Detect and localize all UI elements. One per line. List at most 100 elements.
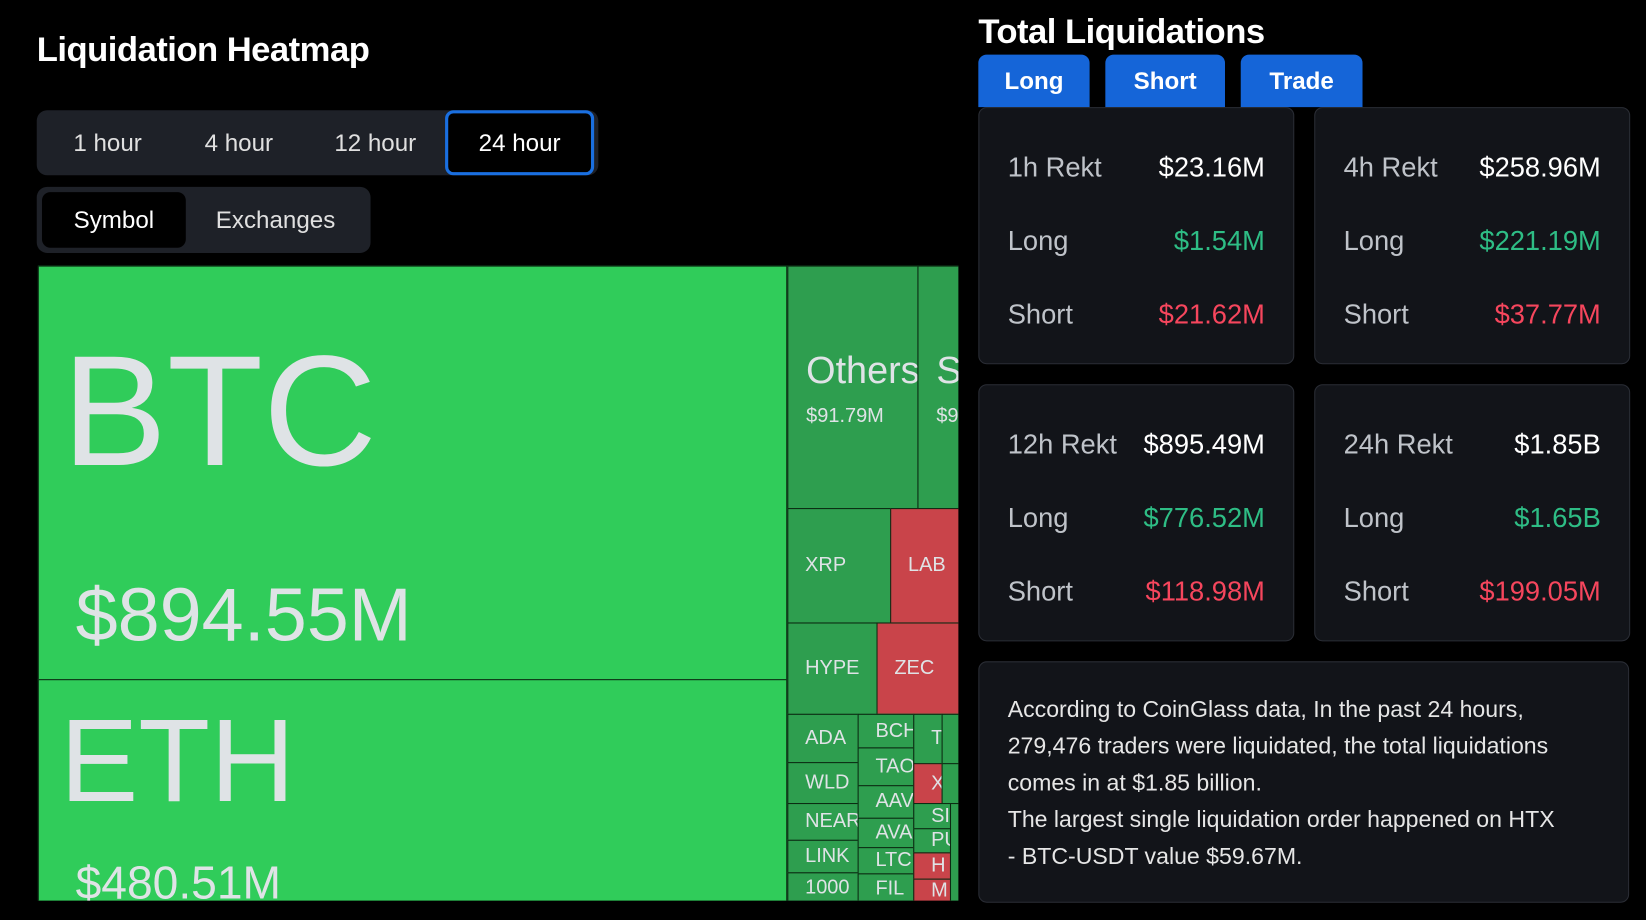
row-label: Short bbox=[1007, 297, 1073, 330]
row-label: Short bbox=[1007, 574, 1073, 607]
text-line: 279,476 traders were liquidated, the tot… bbox=[1007, 732, 1549, 759]
row-value: $21.62M bbox=[1158, 297, 1265, 330]
row: 4h Rekt $258.96M bbox=[1344, 146, 1601, 188]
tile[interactable]: T bbox=[913, 713, 943, 765]
tile-label: TAO bbox=[875, 755, 915, 778]
summary-text: According to CoinGlass data, In the past… bbox=[1008, 691, 1628, 875]
tile-label: X bbox=[931, 772, 941, 795]
tile-label: PU bbox=[931, 829, 950, 852]
row-label: Long bbox=[1343, 501, 1405, 533]
tile-label: FIL bbox=[875, 877, 905, 900]
tile bbox=[949, 803, 959, 901]
tile[interactable]: WLD bbox=[787, 762, 859, 805]
total-title: Total Liquidations bbox=[978, 11, 1265, 51]
button[interactable]: Long bbox=[978, 54, 1090, 108]
row: Short $37.77M bbox=[1344, 293, 1601, 335]
row-label: Long bbox=[1007, 224, 1069, 256]
row: Long $221.19M bbox=[1344, 219, 1601, 261]
row: Short $199.05M bbox=[1344, 570, 1601, 612]
text-line: - BTC-USDT value $59.67M. bbox=[1007, 842, 1303, 870]
tile-label: HYPE bbox=[805, 657, 860, 680]
summary: According to CoinGlass data, In the past… bbox=[978, 661, 1630, 903]
tile[interactable]: AAV bbox=[857, 785, 915, 819]
tile-label: AVA bbox=[875, 821, 913, 844]
heatmap-title: Liquidation Heatmap bbox=[36, 29, 370, 69]
tile bbox=[941, 763, 959, 805]
tile[interactable]: Others $91.79M bbox=[787, 265, 919, 510]
tile-label: M bbox=[931, 879, 948, 901]
tile-label: ETH bbox=[59, 694, 295, 827]
tile[interactable]: AVA bbox=[857, 817, 915, 849]
tile[interactable]: LINK bbox=[787, 839, 859, 874]
rekt-card: 24h Rekt $1.85B Long $1.65B Short $199.05M bbox=[1314, 384, 1631, 642]
tile-label: 1000 bbox=[805, 876, 850, 899]
button[interactable]: Short bbox=[1105, 54, 1225, 108]
tile-label: WLD bbox=[805, 771, 850, 794]
tile-label: H bbox=[931, 854, 946, 877]
tile[interactable]: NEAR bbox=[787, 803, 859, 841]
tile-label: BTC bbox=[61, 322, 377, 499]
tile[interactable]: HYPE bbox=[787, 622, 878, 715]
tile bbox=[941, 713, 959, 765]
tile-label: LTC bbox=[875, 849, 912, 872]
tab[interactable]: 1 hour bbox=[73, 128, 142, 156]
row-value: $118.98M bbox=[1145, 574, 1265, 607]
tile-label: AAV bbox=[875, 790, 914, 813]
row-label: Short bbox=[1343, 297, 1409, 330]
tile[interactable]: BTC $894.55M bbox=[37, 265, 788, 681]
tile-label: T bbox=[931, 727, 943, 750]
tile-label: ADA bbox=[805, 726, 847, 749]
tile[interactable]: FIL bbox=[857, 873, 915, 901]
tile-label: BCH bbox=[875, 719, 915, 742]
row-value: $1.54M bbox=[1173, 224, 1265, 256]
tile[interactable]: LTC bbox=[857, 847, 915, 875]
tile[interactable]: PU bbox=[913, 828, 952, 854]
row-value: $776.52M bbox=[1143, 501, 1265, 533]
tile-label: NEAR bbox=[805, 810, 859, 833]
row-label: Short bbox=[1343, 574, 1409, 607]
tile[interactable]: LAB bbox=[890, 508, 959, 624]
tile[interactable]: XRP bbox=[787, 508, 892, 624]
row: Long $1.65B bbox=[1344, 497, 1601, 539]
tab[interactable]: 12 hour bbox=[334, 128, 417, 156]
tile[interactable]: S $9 bbox=[917, 265, 959, 510]
tile[interactable]: 1000 bbox=[787, 872, 859, 901]
row-value: $199.05M bbox=[1479, 574, 1601, 607]
tile[interactable]: H bbox=[913, 852, 952, 880]
tile[interactable]: BCH bbox=[857, 713, 915, 749]
tile-value: $480.51M bbox=[75, 857, 282, 901]
row-value: $895.49M bbox=[1143, 427, 1265, 460]
tile-label: LINK bbox=[805, 845, 850, 868]
tab-selected[interactable]: Symbol bbox=[41, 192, 186, 248]
button[interactable]: Trade bbox=[1240, 54, 1363, 108]
row-label: 1h Rekt bbox=[1007, 150, 1102, 183]
tile-label: SI bbox=[931, 804, 950, 827]
tile[interactable]: SI bbox=[913, 803, 952, 830]
text-line: The largest single liquidation order hap… bbox=[1007, 806, 1555, 833]
row-value: $258.96M bbox=[1479, 150, 1601, 183]
tab[interactable]: 4 hour bbox=[204, 128, 274, 156]
row-value: $1.65B bbox=[1514, 501, 1601, 533]
row: Short $21.62M bbox=[1008, 293, 1265, 335]
row-label: Long bbox=[1007, 501, 1069, 533]
tile-value: $894.55M bbox=[75, 573, 412, 658]
tab[interactable]: Exchanges bbox=[215, 205, 336, 234]
time-tabs: 1 hour 4 hour 12 hour 24 hour bbox=[36, 110, 599, 176]
row-value: $23.16M bbox=[1158, 150, 1265, 183]
rekt-card: 4h Rekt $258.96M Long $221.19M Short $37.77M bbox=[1314, 107, 1631, 365]
text-line: According to CoinGlass data, In the past… bbox=[1007, 695, 1524, 723]
tile[interactable]: ADA bbox=[787, 713, 859, 764]
tile-label: XRP bbox=[805, 554, 847, 577]
row-label: 12h Rekt bbox=[1007, 427, 1117, 460]
row-label: 4h Rekt bbox=[1343, 150, 1438, 183]
tile[interactable]: ETH $480.51M bbox=[37, 679, 788, 901]
tab-selected[interactable]: 24 hour bbox=[445, 110, 595, 176]
tile[interactable]: X bbox=[913, 763, 943, 805]
tile[interactable]: ZEC bbox=[876, 622, 959, 715]
view-tabs: Symbol Exchanges bbox=[36, 186, 371, 253]
text-line: comes in at $1.85 billion. bbox=[1007, 769, 1262, 796]
tile[interactable]: TAO bbox=[857, 747, 915, 787]
tile[interactable]: M bbox=[913, 878, 952, 901]
